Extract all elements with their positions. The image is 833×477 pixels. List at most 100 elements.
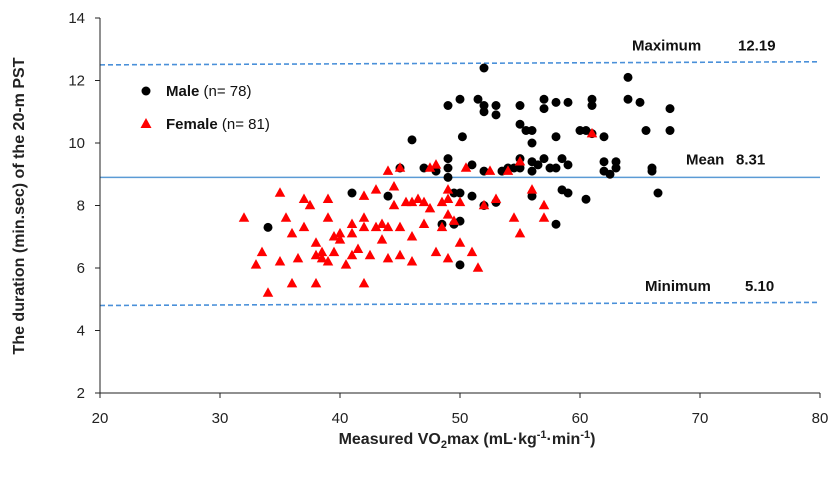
male-point [611,157,621,167]
reference-line-labels: Maximum 12.19 Mean 8.31 Minimum 5.10 [632,37,776,295]
male-point [545,163,555,173]
male-point [491,101,501,110]
x-tick-label: 60 [572,410,589,427]
male-point [479,101,489,110]
male-point [263,222,273,232]
female-point [286,277,298,288]
female-point [538,199,550,210]
male-point [647,163,657,173]
female-point [394,221,406,232]
female-point [310,237,322,247]
male-point [665,126,675,135]
male-point [533,160,543,170]
female-point [454,237,466,247]
female-point [436,196,448,207]
male-point [623,94,633,104]
x-axis-title-part: ·min [547,431,581,448]
data-points [238,63,675,297]
x-axis-ticks: 20 30 40 50 60 70 80 [92,393,828,427]
reference-label-mean: Mean [686,151,724,168]
legend-label-female: Female (n= 81) [166,116,270,133]
male-point [623,72,633,82]
female-point [406,196,418,207]
male-point [563,188,573,198]
female-point [316,246,328,257]
male-point [557,154,567,164]
female-point [274,256,286,266]
female-point [346,249,358,260]
male-point [479,63,489,73]
female-point [262,287,274,297]
reference-value-mean: 8.31 [736,151,765,168]
female-point [448,215,460,225]
legend-marker-male [141,86,151,96]
x-axis-title: Measured VO2max (mL·kg-1·min-1) [339,429,596,451]
female-point [430,159,442,169]
male-point [515,119,525,129]
legend-series-name: Male [166,83,204,100]
male-point [539,94,549,104]
female-point [382,221,394,232]
female-point [322,256,334,266]
male-point [347,188,357,198]
y-tick-label: 10 [68,135,85,152]
male-point [455,260,465,270]
female-point [454,196,466,207]
female-point [328,231,340,241]
female-point [388,199,400,210]
male-point [551,219,561,229]
female-point [310,277,322,288]
y-tick-label: 4 [77,323,85,340]
series-female [238,127,598,297]
female-point [394,249,406,260]
male-point [599,132,609,142]
female-point [406,231,418,241]
male-point [383,191,393,201]
female-point [256,246,268,257]
male-point [653,188,663,198]
female-point [322,212,334,222]
male-point [563,97,573,107]
male-point [581,194,591,204]
male-point [587,94,597,104]
male-point [443,154,453,164]
female-point [442,252,454,263]
female-point [424,162,436,172]
x-axis-title-superscript: -1 [580,429,590,441]
female-point [382,165,394,175]
x-tick-label: 50 [452,410,469,427]
female-point [442,184,454,194]
reference-lines [99,60,821,307]
female-point [334,227,346,238]
female-point [388,181,400,191]
x-tick-label: 30 [212,410,229,427]
female-point [346,227,358,238]
male-point [635,97,645,107]
female-point [460,162,472,172]
x-tick-label: 40 [332,410,349,427]
female-point [418,218,430,229]
female-point [406,256,418,266]
male-point [515,101,525,110]
legend-label-male: Male (n= 78) [166,83,251,100]
female-point [340,259,352,269]
male-point [457,132,467,142]
male-point [491,110,501,120]
male-point [509,163,519,173]
female-point [484,165,496,175]
male-point [443,172,453,182]
female-point [250,259,262,269]
female-point [538,212,550,222]
x-tick-label: 20 [92,410,109,427]
legend: Male (n= 78) Female (n= 81) [140,83,270,133]
male-point [539,154,549,164]
male-point [599,157,609,167]
female-point [364,249,376,260]
male-point [527,126,537,135]
female-point [286,227,298,238]
reference-value-maximum: 12.19 [738,37,776,54]
female-point [472,262,484,272]
y-axis-title: The duration (min.sec) of the 20-m PST [11,57,28,354]
y-tick-label: 14 [68,10,85,27]
reference-line-maximum [99,60,821,66]
